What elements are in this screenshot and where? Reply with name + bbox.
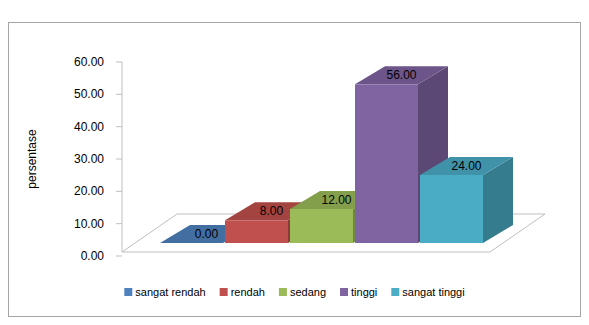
y-tick	[116, 223, 122, 224]
legend-swatch	[124, 288, 132, 296]
data-label: 56.00	[386, 68, 416, 82]
bar	[420, 157, 513, 243]
bar-top	[420, 157, 513, 175]
chart-frame	[9, 23, 581, 317]
y-axis-label: persentase	[25, 129, 39, 189]
legend-label: tinggi	[351, 286, 377, 298]
legend-swatch	[391, 288, 399, 296]
legend-item: tinggi	[340, 286, 377, 298]
data-label: 0.00	[195, 227, 219, 241]
legend-label: rendah	[231, 286, 265, 298]
legend-item: sangat tinggi	[391, 286, 464, 298]
legend-label: sedang	[290, 286, 326, 298]
legend-label: sangat rendah	[135, 286, 205, 298]
y-tick-label: 0.00	[81, 249, 105, 263]
y-tick	[116, 126, 122, 127]
data-labels: 0.00 8.00 12.00 56.00 24.00	[195, 68, 482, 241]
bars	[160, 66, 513, 243]
y-tick-label: 60.00	[74, 55, 104, 69]
y-tick	[116, 62, 122, 63]
legend-item: sangat rendah	[124, 286, 205, 298]
chart-root: 0.00 10.00 20.00 30.00 40.00 50.00 60.00 persen…	[0, 0, 589, 325]
legend-swatch	[340, 288, 348, 296]
y-tick	[116, 159, 122, 160]
y-tick-label: 30.00	[74, 152, 104, 166]
legend-item: sedang	[279, 286, 326, 298]
bar-top	[355, 66, 448, 84]
bar-front	[355, 84, 418, 243]
bar-front	[290, 209, 353, 243]
legend-label: sangat tinggi	[402, 286, 464, 298]
legend: sangat rendah rendah sedang tinggi sangat ti…	[124, 286, 464, 298]
legend-swatch	[279, 288, 287, 296]
y-tick-label: 50.00	[74, 87, 104, 101]
bar-front	[225, 220, 288, 243]
y-tick-label: 10.00	[74, 217, 104, 231]
y-tick-label: 20.00	[74, 184, 104, 198]
data-label: 24.00	[451, 159, 481, 173]
legend-item: rendah	[220, 286, 265, 298]
y-tick	[116, 256, 122, 257]
bar-front	[420, 175, 483, 243]
data-label: 8.00	[260, 204, 284, 218]
y-tick	[116, 191, 122, 192]
y-tick	[116, 94, 122, 95]
data-label: 12.00	[321, 193, 351, 207]
legend-swatch	[220, 288, 228, 296]
y-tick-label: 40.00	[74, 120, 104, 134]
